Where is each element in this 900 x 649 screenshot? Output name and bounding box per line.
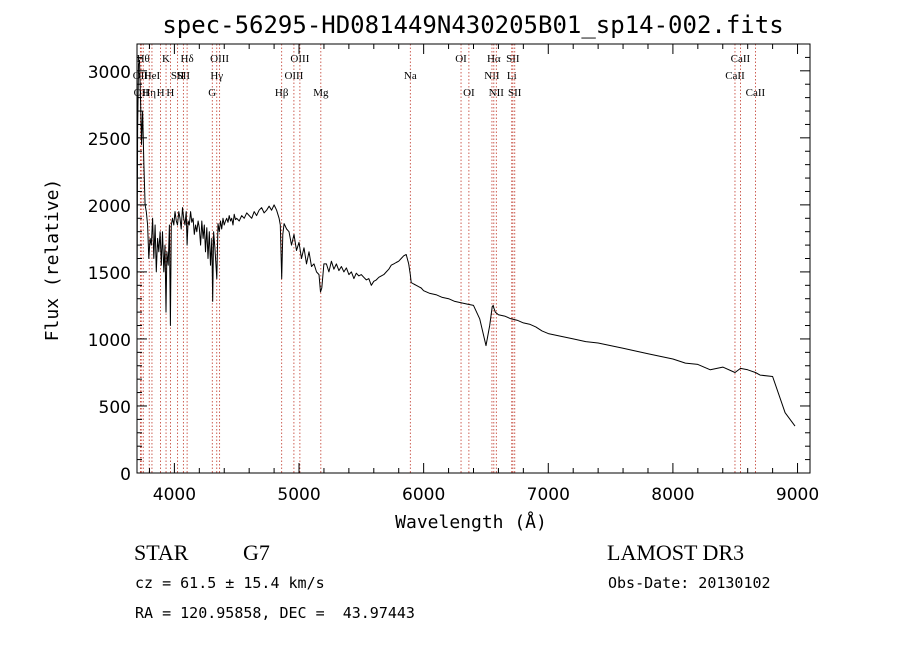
axis-ticks: 4000 5000 6000 7000 8000 9000 0 500 1000 1500 2000…: [88, 43, 819, 505]
observation-date: Obs-Date: 20130102: [608, 574, 771, 592]
line-label-6731: SII: [508, 87, 522, 99]
spectrum-chart: spec-56295-HD081449N430205B01_sp14-002.f…: [42, 11, 819, 533]
x-tick-label-4000: 4000: [153, 485, 196, 505]
sky-coordinates: RA = 120.95858, DEC = 43.97443: [135, 604, 415, 622]
y-tick-label-3000: 3000: [88, 63, 131, 83]
y-tick-label-0: 0: [120, 465, 131, 485]
spectrum-line: [136, 59, 796, 427]
line-label-4072: SII: [177, 70, 191, 82]
x-axis-label: Wavelength (Å): [395, 511, 547, 533]
emission-line-markers: OIIOIIHθHηHeIHKHSIISIIHδGHγOIIIHβOIIIOII…: [133, 44, 766, 473]
line-label-6716: SII: [506, 53, 520, 65]
line-label-4026: SII: [171, 70, 185, 82]
line-label-4304: G: [208, 87, 216, 99]
line-label-6548: NII: [484, 70, 500, 82]
line-label-6707: Li: [507, 70, 517, 82]
y-tick-label-1000: 1000: [88, 331, 131, 351]
line-label-5007: OIII: [290, 53, 309, 65]
chart-title: spec-56295-HD081449N430205B01_sp14-002.f…: [162, 11, 783, 39]
x-tick-label-9000: 9000: [776, 485, 819, 505]
line-label-8498: CaII: [725, 70, 745, 82]
x-tick-label-7000: 7000: [527, 485, 570, 505]
line-label-6583: NII: [489, 87, 505, 99]
plot-frame: [136, 43, 811, 474]
line-label-4861: Hβ: [275, 87, 289, 99]
line-label-6563: Hα: [487, 53, 501, 65]
y-tick-label-500: 500: [99, 398, 131, 418]
line-label-4102: Hδ: [181, 53, 194, 65]
line-label-3889: H: [157, 87, 165, 99]
line-label-3933: K: [162, 53, 170, 65]
line-label-8542: CaII: [731, 53, 751, 65]
line-label-5175: Mg: [313, 87, 329, 99]
line-label-6363: OI: [463, 87, 475, 99]
line-label-8662: CaII: [746, 87, 766, 99]
line-label-4340: Hγ: [210, 70, 223, 82]
y-tick-label-2000: 2000: [88, 197, 131, 217]
survey-name: LAMOST DR3: [607, 540, 745, 565]
redshift-velocity: cz = 61.5 ± 15.4 km/s: [135, 574, 325, 592]
object-class: STAR: [134, 540, 189, 565]
line-label-4363: OIII: [210, 53, 229, 65]
y-axis-label: Flux (relative): [42, 179, 63, 342]
line-label-3798: Hη: [142, 87, 156, 99]
line-label-3820: HeI: [144, 70, 161, 82]
x-tick-label-6000: 6000: [402, 485, 445, 505]
line-label-5893: Na: [404, 70, 417, 82]
line-label-6300: OI: [455, 53, 467, 65]
x-tick-label-8000: 8000: [651, 485, 694, 505]
y-tick-label-1500: 1500: [88, 264, 131, 284]
line-label-4959: OIII: [284, 70, 303, 82]
x-tick-label-5000: 5000: [277, 485, 320, 505]
spectrum-series: [136, 59, 796, 427]
y-tick-label-2500: 2500: [88, 130, 131, 150]
spectral-subclass: G7: [243, 540, 270, 565]
line-label-3968: H: [166, 87, 174, 99]
